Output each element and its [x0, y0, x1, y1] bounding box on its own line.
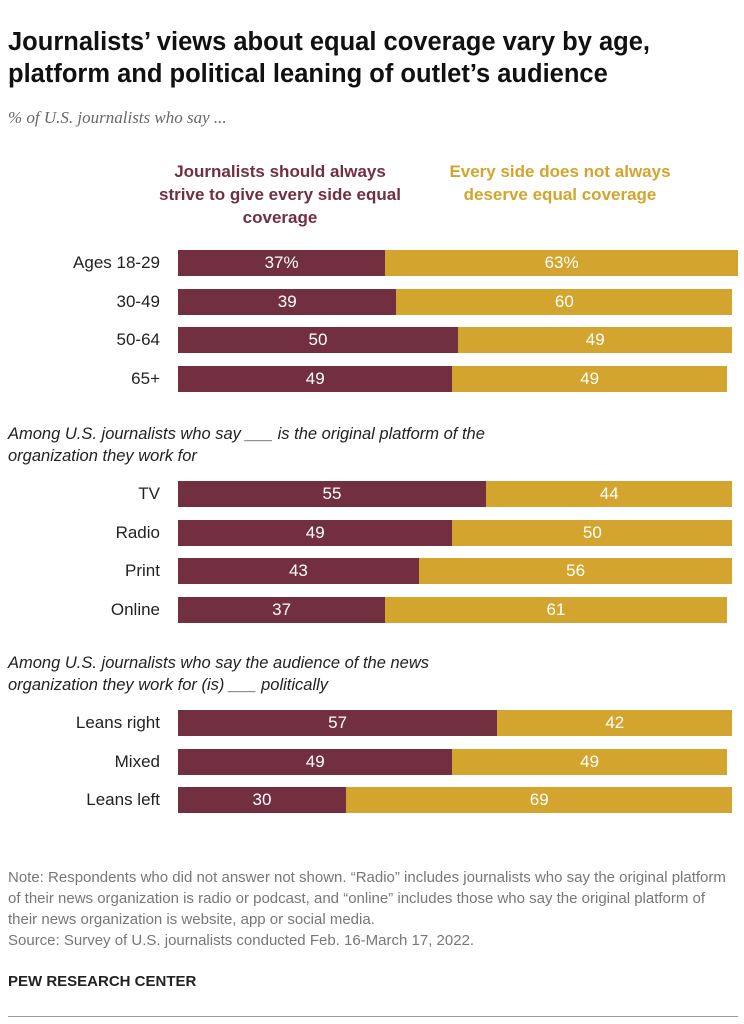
- footer-rule: [8, 1016, 738, 1017]
- bar-segment: [486, 481, 733, 507]
- bar-segment: [452, 365, 727, 392]
- bar-segment: [178, 327, 458, 353]
- category-label: Radio: [115, 522, 160, 542]
- value-label: 56: [566, 561, 586, 580]
- legend-label: Journalists should always strive to give…: [159, 162, 401, 227]
- value-label: 49: [305, 751, 325, 771]
- category-label: Mixed: [114, 751, 160, 771]
- bar-segment: [346, 787, 733, 813]
- value-label: 49: [580, 368, 600, 388]
- value-label: 63%: [544, 253, 579, 272]
- bar-segment: [458, 327, 733, 353]
- value-label: 42: [605, 713, 625, 732]
- group-heading: Among U.S. journalists who say ___ is th…: [8, 425, 485, 465]
- category-label: Leans left: [86, 790, 160, 809]
- bar-segment: [178, 250, 386, 276]
- value-label: 49: [305, 522, 325, 542]
- value-label: 43: [288, 561, 308, 580]
- credit: PEW RESEARCH CENTER: [8, 973, 197, 990]
- value-label: 55: [322, 484, 342, 503]
- bar-segment: [178, 558, 419, 584]
- bar-segment: [178, 748, 453, 775]
- bar-segment: [452, 748, 727, 775]
- value-label: 69: [529, 790, 549, 809]
- chart-subtitle: % of U.S. journalists who say ...: [8, 108, 227, 127]
- bar-segment: [178, 481, 486, 507]
- bar-segment: [178, 710, 498, 736]
- category-label: TV: [138, 484, 160, 503]
- source-text: Source: Survey of U.S. journalists condu…: [8, 932, 475, 949]
- note: Note: Respondents who did not answer not…: [8, 867, 738, 951]
- bar-segment: [396, 288, 733, 315]
- bar-segment: [178, 365, 453, 392]
- value-label: 49: [585, 330, 605, 349]
- value-label: 49: [305, 368, 325, 388]
- value-label: 50: [308, 330, 328, 349]
- value-label: 37: [272, 599, 292, 619]
- chart-title: Journalists’ views about equal coverage …: [8, 28, 651, 88]
- bar-segment: [497, 710, 733, 736]
- note-text: Note: Respondents who did not answer not…: [8, 869, 726, 928]
- value-label: 60: [554, 291, 574, 311]
- bar-segment: [452, 519, 733, 546]
- value-label: 49: [580, 751, 600, 771]
- category-label: Ages 18-29: [73, 253, 160, 272]
- category-label: 50-64: [116, 330, 160, 349]
- bar-segment: [178, 596, 386, 623]
- category-label: Online: [110, 599, 160, 619]
- category-label: 65+: [131, 368, 160, 388]
- value-label: 37%: [264, 253, 299, 272]
- bar-segment: [418, 558, 733, 584]
- value-label: 30: [252, 790, 272, 809]
- bar-segment: [178, 288, 397, 315]
- value-label: 44: [599, 484, 619, 503]
- bar-segment: [385, 596, 727, 623]
- category-label: 30-49: [116, 291, 160, 311]
- value-label: 57: [328, 713, 348, 732]
- value-label: 39: [277, 291, 297, 311]
- bar-segment: [178, 787, 346, 813]
- category-label: Print: [125, 561, 160, 580]
- value-label: 61: [546, 599, 566, 619]
- bar-segment: [178, 519, 453, 546]
- group-heading: Among U.S. journalists who say the audie…: [8, 654, 429, 694]
- category-label: Leans right: [75, 713, 160, 732]
- value-label: 50: [582, 522, 602, 542]
- bar-segment: [385, 250, 738, 276]
- legend-label: Every side does not always deserve equal…: [449, 162, 671, 204]
